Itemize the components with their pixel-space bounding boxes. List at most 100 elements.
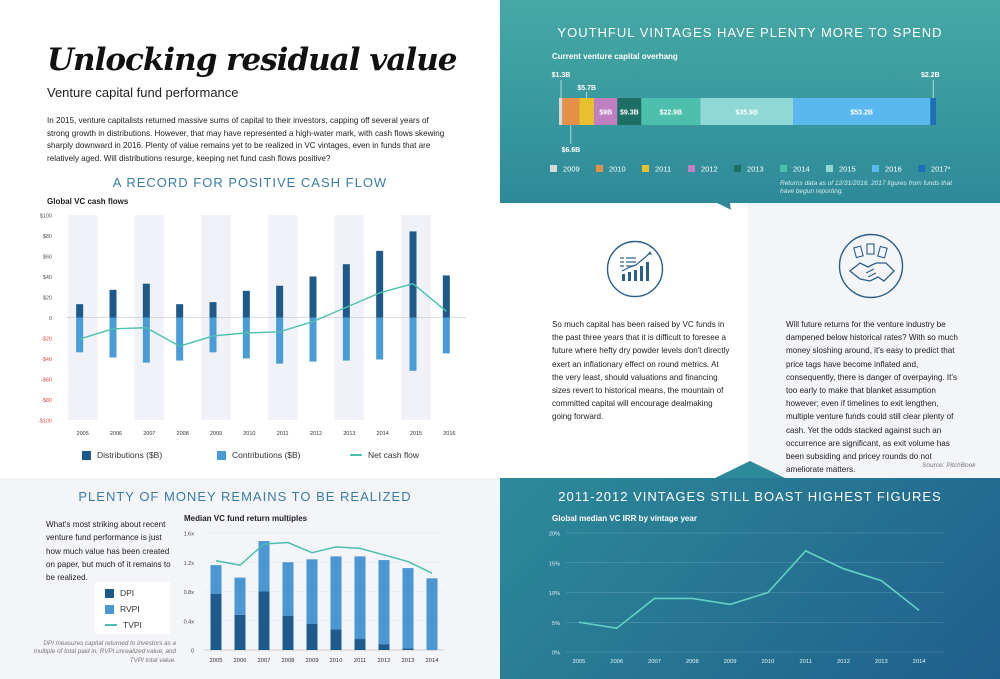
- legend-line-tvpi: [105, 624, 117, 626]
- dpi-bar: [330, 629, 342, 650]
- handshake-money-icon: [838, 233, 904, 299]
- overhang-legend-swatch: [734, 165, 741, 172]
- overhang-legend-swatch: [918, 165, 925, 172]
- middle-right-text: Will future returns for the venture indu…: [786, 320, 958, 475]
- contribution-bar: [76, 317, 84, 353]
- multiples-legend: DPI RVPI TVPI: [95, 582, 170, 634]
- legend-swatch-rvpi: [105, 604, 114, 614]
- rvpi-bar: [210, 565, 222, 594]
- overhang-segment: [793, 98, 931, 125]
- x-tick-label: 2012: [837, 659, 850, 665]
- dpi-bar: [234, 614, 246, 650]
- contribution-bar: [176, 317, 184, 361]
- dpi-bar: [306, 623, 318, 650]
- dpi-bar: [210, 593, 222, 650]
- y-tick-label: -$40: [41, 357, 52, 363]
- contribution-bar: [409, 317, 417, 371]
- rvpi-bar: [258, 541, 270, 592]
- x-tick-label: 2014: [377, 431, 389, 437]
- overhang-value-label: $22.9B: [660, 110, 683, 117]
- overhang-value-label: $6.6B: [562, 147, 581, 154]
- contribution-bar: [309, 317, 317, 362]
- x-tick-label: 2005: [572, 659, 585, 665]
- legend-label: RVPI: [120, 604, 140, 614]
- notch-bottom: [715, 461, 785, 478]
- y-tick-label: 10%: [549, 591, 560, 597]
- legend-label: Net cash flow: [368, 450, 420, 460]
- legend-contributions: Contributions ($B): [217, 450, 350, 460]
- overhang-chart-label: Current venture capital overhang: [552, 52, 678, 61]
- x-tick-label: 2013: [875, 659, 888, 665]
- distribution-bar: [376, 250, 384, 318]
- y-tick-label: -$100: [38, 419, 52, 425]
- x-tick-label: 2015: [410, 431, 422, 437]
- overhang-segment: [700, 98, 794, 125]
- x-tick-label: 2011: [354, 658, 366, 664]
- overhang-legend-label: 2016: [885, 165, 902, 174]
- contribution-bar: [442, 317, 450, 354]
- multiples-chart: 1.6x 1.2x 0.8x 0.4x 0 2005 2006 2007 2008 2009 201…: [184, 532, 444, 664]
- y-tick-label: $100: [40, 214, 52, 220]
- x-tick-label: 2005: [210, 658, 223, 664]
- legend-swatch-distributions: [82, 450, 91, 460]
- distribution-bar: [76, 304, 84, 318]
- overhang-legend-label: 2013: [747, 165, 764, 174]
- y-tick-label: 0: [49, 316, 52, 322]
- contribution-bar: [276, 317, 284, 364]
- rvpi-bar: [330, 556, 342, 630]
- cashflow-chart: $100 $80 $60 $40 $20 0 -$20 -$40 -$60 -$80 -$100 20…: [38, 214, 466, 437]
- distribution-bar: [309, 276, 317, 318]
- y-tick-label: 15%: [549, 561, 560, 567]
- irr-chart: 20% 15% 10% 5% 0% 2005 2006 2007 2008 2009 2010 201…: [549, 532, 944, 665]
- legend-dpi: DPI: [105, 588, 170, 598]
- distribution-bar: [409, 231, 417, 318]
- cashflow-chart-label: Global VC cash flows: [47, 197, 129, 206]
- overhang-note: Returns data as of 12/31/2016. 2017 figu…: [780, 180, 952, 195]
- x-tick-label: 2009: [210, 431, 222, 437]
- overhang-value-label: $9B: [599, 110, 612, 117]
- contribution-bar: [242, 317, 250, 359]
- rvpi-bar: [234, 577, 246, 615]
- overhang-legend-label: 2015: [839, 165, 856, 174]
- rvpi-bar: [426, 578, 438, 650]
- rvpi-bar: [354, 556, 366, 640]
- dpi-bar: [402, 648, 414, 650]
- distribution-bar: [342, 264, 350, 318]
- x-tick-label: 2014: [913, 659, 927, 665]
- x-tick-label: 2006: [234, 658, 247, 664]
- overhang-legend-swatch: [826, 165, 833, 172]
- legend-label: TVPI: [123, 620, 142, 630]
- y-tick-label: 0%: [552, 651, 560, 657]
- legend-swatch-dpi: [105, 588, 114, 598]
- divider-shape: [730, 203, 748, 478]
- contribution-bar: [209, 317, 217, 353]
- distribution-bar: [176, 304, 184, 318]
- dpi-bar: [378, 644, 390, 650]
- overhang-value-label: $53.2B: [850, 110, 873, 117]
- overhang-segment: [559, 98, 563, 125]
- overhang-value-label: $2.2B: [921, 72, 940, 79]
- y-tick-label: $40: [43, 275, 52, 281]
- distribution-bar: [276, 285, 284, 318]
- y-tick-label: 20%: [549, 532, 560, 538]
- y-tick-label: $20: [43, 296, 52, 302]
- overhang-value-label: $35.9B: [735, 110, 758, 117]
- x-tick-label: 2011: [277, 431, 289, 437]
- dpi-bar: [258, 591, 270, 650]
- y-tick-label: 5%: [552, 621, 560, 627]
- overhang-segment: [579, 98, 595, 125]
- x-tick-label: 2012: [378, 658, 391, 664]
- legend-distributions: Distributions ($B): [82, 450, 217, 460]
- overhang-chart: $9B $9.3B $22.9B $35.9B $53.2B $1.3B $5.7B $6.6…: [550, 72, 950, 174]
- overhang-legend-swatch: [872, 165, 879, 172]
- distribution-bar: [242, 290, 250, 318]
- y-tick-label: 0: [191, 649, 194, 655]
- overhang-heading: YOUTHFUL VINTAGES HAVE PLENTY MORE TO SP…: [557, 25, 943, 40]
- x-tick-label: 2010: [243, 431, 255, 437]
- overhang-legend-swatch: [550, 165, 557, 172]
- overhang-value-label: $5.7B: [577, 85, 596, 92]
- x-tick-label: 2013: [402, 658, 415, 664]
- overhang-segment: [594, 98, 618, 125]
- x-tick-label: 2010: [761, 659, 774, 665]
- x-tick-label: 2014: [426, 658, 440, 664]
